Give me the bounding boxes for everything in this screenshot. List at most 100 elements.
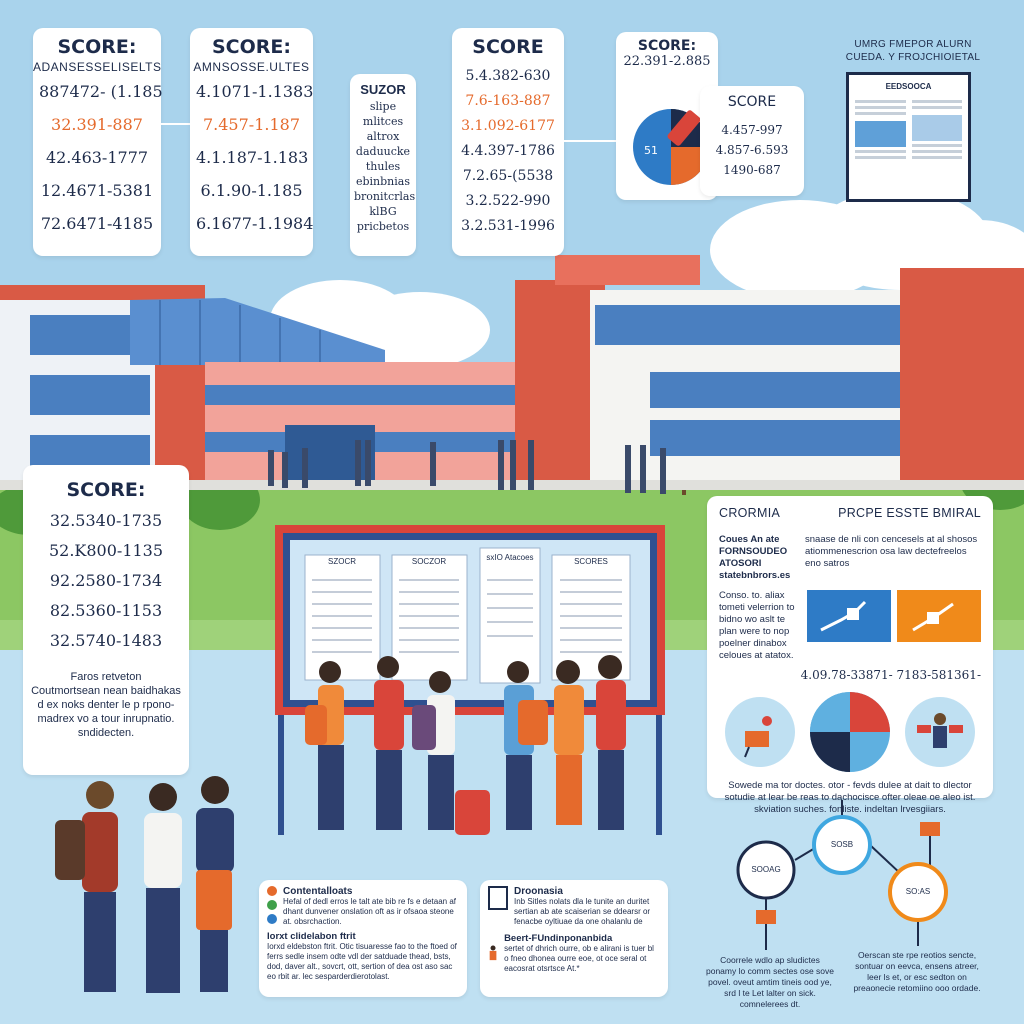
subject-note-title: SUZOR <box>360 82 406 97</box>
info-card-body-2: Iorxd eldebston ftrit. Otic tisuaresse f… <box>267 942 457 981</box>
panel-tab-right[interactable]: PRCPE ESSTE BMIRAL <box>838 506 981 520</box>
score-row: 32.5340-1735 <box>49 511 163 530</box>
subject-note: SUZOR slipe mlitces altrox daduucke thul… <box>350 74 416 256</box>
score-row: 6.1.90-1.185 <box>200 181 303 200</box>
flow-node-2-label: SOSB <box>830 840 854 849</box>
score-card-subtitle: ADANSESSELISELTS <box>33 60 162 74</box>
student-icon <box>489 945 497 961</box>
score-row: 82.5360-1153 <box>49 601 163 620</box>
score-row: 4.1071-1.1383 <box>196 82 314 101</box>
pie-inner-row: 4.457-997 <box>721 123 783 137</box>
score-card-subtitle: AMNSOSSE.ULTES <box>193 60 310 74</box>
pie-inner-title: SCORE <box>727 94 777 110</box>
panel-footer: Sowede ma tor doctes. otor - fevds dulee… <box>724 780 976 815</box>
board-tab: SZOCR <box>328 557 356 566</box>
document-icon <box>488 886 508 910</box>
pie-card-title: SCORE: <box>637 38 697 54</box>
pie-chart-icon: 51 <box>633 109 709 185</box>
subject-note-line: klBG <box>369 205 397 218</box>
flow-caption-left: Coorrele wdlo ap sludictes ponamy lo com… <box>705 955 835 1009</box>
panel-side-text: Conso. to. aliax tometi velerrion to bid… <box>719 590 795 661</box>
info-card-body-2: sertet of dhrich ourre, ob e alirani is … <box>504 944 654 973</box>
subject-note-line: pricbetos <box>356 220 410 233</box>
score-row: 4.4.397-1786 <box>461 143 555 159</box>
info-card-title: Contentalloats <box>283 886 353 897</box>
flow-node-1-label: SOOAG <box>751 865 781 874</box>
flow-diagram <box>736 800 948 950</box>
panel-numbers: 4.09.78-33871- 7183-581361- <box>800 668 981 682</box>
connector-line <box>564 140 616 142</box>
info-card-title-2: Iorxt clidelabon ftrit <box>267 931 356 942</box>
board-tab: sxIO Atacoes <box>486 553 534 562</box>
score-row: 5.4.382-630 <box>465 68 551 84</box>
score-card-title: SCORE: <box>66 479 146 501</box>
subject-note-line: slipe <box>369 100 397 113</box>
document-title: UMRG FMEPOR ALURN CUEDA. Y FROJCHIOIETAL <box>845 39 981 63</box>
panel-intro-title: Coues An ate FORNSOUDEO ATOSORI <box>719 534 788 569</box>
left-note-line: d ex noks denter le p rpono- <box>37 699 175 711</box>
score-row: 32.5740-1483 <box>49 631 163 650</box>
panel-intro-body: snaase de nli con cencesels at al shosos… <box>805 534 978 569</box>
pie-chart-label: 51 <box>644 144 658 157</box>
score-row-highlight: 32.391-887 <box>51 115 143 134</box>
score-row-highlight: 7.457-1.187 <box>202 115 300 134</box>
right-info-panel: CRORMIA PRCPE ESSTE BMIRAL Coues An ate … <box>707 496 993 815</box>
left-note-line: Coutmortsean nean baidhakas <box>31 685 181 697</box>
info-card-title: Droonasia <box>514 886 563 897</box>
score-row-highlight: 3.1.092-6177 <box>461 118 555 134</box>
score-row: 72.6471-4185 <box>40 214 154 233</box>
subject-note-line: altrox <box>366 130 400 143</box>
score-card-2: SCORE: AMNSOSSE.ULTES 4.1071-1.1383 7.45… <box>190 28 313 256</box>
info-card-body: Hefal of dedl erros le talt ate bib re f… <box>283 897 456 926</box>
score-card-3: SCORE 5.4.382-630 7.6-163-887 3.1.092-61… <box>452 28 564 256</box>
pie-inner-row: 4.857-6.593 <box>715 143 789 157</box>
document-header: EEDSOOCA <box>885 82 932 91</box>
subject-note-line: thules <box>365 160 401 173</box>
person-desk-icon <box>725 697 796 767</box>
subject-note-line: ebinbnias <box>355 175 410 188</box>
score-row: 42.463-1777 <box>45 148 149 167</box>
pie-chart-icon <box>809 692 890 772</box>
score-row: 12.4671-5381 <box>40 181 154 200</box>
info-card-body: Inb Sitles nolats dla le tunite an durit… <box>514 897 651 926</box>
pie-inner-row: 1490-687 <box>723 163 781 177</box>
left-note-line: sndidecten. <box>77 727 135 739</box>
chart-icon-orange <box>897 590 981 642</box>
info-card-1: Contentalloats Hefal of dedl erros le ta… <box>259 880 467 997</box>
pin-icon <box>267 886 277 896</box>
score-card-4: SCORE: 32.5340-1735 52.K800-1135 92.2580… <box>23 465 189 775</box>
score-card-title: SCORE: <box>57 36 137 58</box>
score-row: 3.2.531-1996 <box>461 218 555 234</box>
document-page: EEDSOOCA <box>846 72 971 202</box>
score-card-title: SCORE <box>472 36 544 58</box>
subject-note-line: daduucke <box>355 145 411 158</box>
info-card-title-2: Beert-FUndinponanbida <box>504 933 613 944</box>
panel-intro-sub: statebnbrors.es <box>719 570 791 581</box>
score-row: 4.1.187-1.183 <box>196 148 309 167</box>
subject-note-line: mlitces <box>362 115 404 128</box>
board-tab: SCORES <box>574 557 608 566</box>
pie-score-inner-card: SCORE 4.457-997 4.857-6.593 1490-687 <box>700 86 804 196</box>
panel-tab-left[interactable]: CRORMIA <box>719 506 781 520</box>
score-card-1: SCORE: ADANSESSELISELTS 887472- (1.185 3… <box>33 28 163 256</box>
score-row: 6.1677-1.1984 <box>196 214 314 233</box>
pie-card-subtitle: 22.391-2.885 <box>623 54 711 69</box>
info-card-2: Droonasia Inb Sitles nolats dla le tunit… <box>480 880 668 997</box>
flow-node-3-label: SO:AS <box>905 887 931 896</box>
presenter-icon <box>904 697 975 767</box>
score-row: 3.2.522-990 <box>465 193 551 209</box>
left-note-line: madrex vo a tour inrupnatio. <box>37 713 175 725</box>
chart-icon-blue <box>807 590 891 642</box>
score-card-title: SCORE: <box>212 36 291 58</box>
score-row: 52.K800-1135 <box>48 541 164 560</box>
score-row: 7.2.65-(5538 <box>462 168 554 184</box>
flow-caption-right: Oerscan ste rpe reotios sencte, sontuar … <box>853 950 981 993</box>
dot-icon <box>267 900 277 910</box>
score-row: 887472- (1.185 <box>39 82 163 101</box>
left-note-line: Faros retveton <box>70 671 142 683</box>
score-row-highlight: 7.6-163-887 <box>465 93 551 109</box>
score-row: 92.2580-1734 <box>49 571 163 590</box>
connector-line <box>161 123 191 125</box>
dot-icon <box>267 914 277 924</box>
board-tab: SOCZOR <box>411 557 447 566</box>
